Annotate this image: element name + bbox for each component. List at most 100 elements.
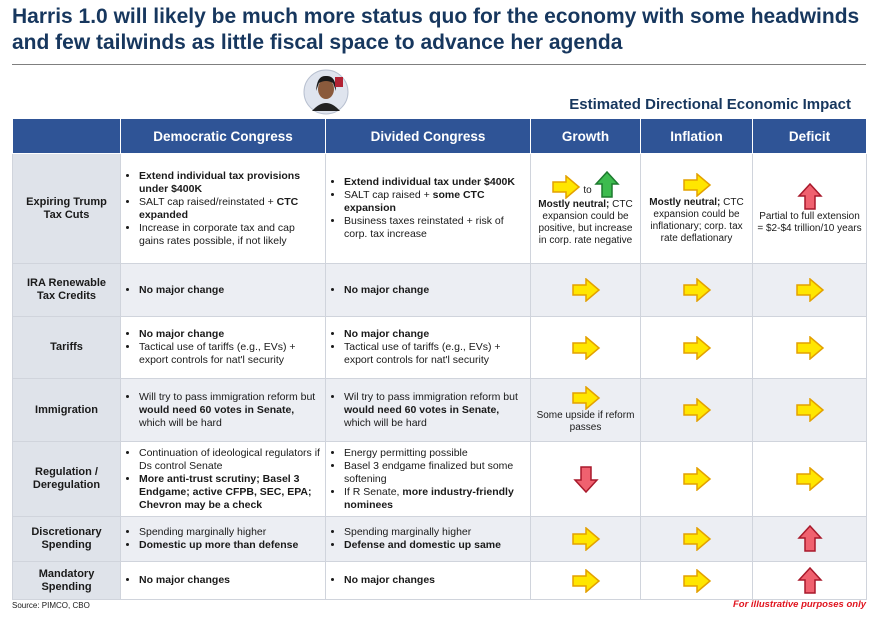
growth-cell: [530, 561, 641, 600]
arrow-shape: [682, 172, 711, 197]
arrow-shape: [682, 278, 711, 302]
deficit-cell: [752, 561, 867, 600]
arrow-shape: [682, 398, 711, 422]
bullet: If R Senate, more industry-friendly nomi…: [344, 486, 526, 512]
divided-cell: Extend individual tax under $400KSALT ca…: [325, 153, 531, 264]
bold-run: CTC expanded: [139, 195, 299, 221]
column-header: Growth: [530, 118, 641, 154]
inflation-cell: [640, 263, 753, 317]
arrow-group: [645, 398, 748, 422]
bullet-list: No major change: [330, 284, 526, 297]
bullet: More anti-trust scrutiny; Basel 3 Endgam…: [139, 473, 321, 512]
direction-arrow: [795, 398, 824, 422]
inflation-cell: [640, 441, 753, 517]
bullet-list: Spending marginally higherDomestic up mo…: [125, 526, 321, 552]
democratic-cell: No major changes: [120, 561, 326, 600]
direction-arrow: [572, 466, 599, 493]
bold-run: No major change: [139, 328, 225, 340]
arrow-shape: [571, 527, 600, 551]
bold-run: Domestic up more than defense: [139, 539, 299, 551]
bullet: No major change: [139, 284, 321, 297]
deficit-cell: [752, 441, 867, 517]
text-run: Wil try to pass immigration reform but: [344, 390, 518, 403]
divided-cell: Energy permitting possibleBasel 3 endgam…: [325, 441, 531, 517]
arrow-shape: [796, 182, 823, 210]
arrow-group: [535, 527, 636, 551]
growth-cell: Some upside if reform passes: [530, 378, 641, 442]
impact-note: Mostly neutral; CTC expansion could be p…: [535, 199, 636, 247]
direction-arrow: [796, 182, 823, 210]
direction-arrow: [795, 467, 824, 491]
text-run: Energy permitting possible: [344, 446, 468, 459]
subtitle: Estimated Directional Economic Impact: [569, 96, 851, 113]
bold-run: No major change: [344, 328, 430, 340]
bold-run: No major changes: [344, 574, 436, 586]
table-row: Mandatory Spending No major changes No maj…: [12, 561, 867, 600]
arrow-shape: [571, 335, 600, 360]
bullet: SALT cap raised/reinstated + CTC expande…: [139, 196, 321, 222]
direction-arrow: [682, 335, 711, 360]
text-run: Basel 3 endgame finalized but some softe…: [344, 459, 514, 485]
bullet-list: Will try to pass immigration reform but …: [125, 391, 321, 430]
direction-arrow: [682, 172, 711, 197]
arrow-group: [645, 335, 748, 360]
row-label: Regulation / Deregulation: [12, 441, 121, 517]
text-run: Increase in corporate tax and cap gains …: [139, 221, 295, 247]
direction-arrow: [571, 335, 600, 360]
text-run: Some upside if reform passes: [536, 410, 635, 433]
bullet: Defense and domestic up same: [344, 539, 526, 552]
bold-run: Extend individual tax under $400K: [344, 176, 515, 188]
bullet-list: No major changeTactical use of tariffs (…: [330, 328, 526, 367]
bullet: No major changes: [344, 574, 526, 587]
democratic-cell: Spending marginally higherDomestic up mo…: [120, 516, 326, 562]
arrow-group: [757, 335, 862, 360]
inflation-cell: [640, 378, 753, 442]
header-row: Democratic Congress Divided Congress Growt…: [12, 118, 867, 154]
text-run: Spending marginally higher: [344, 526, 472, 538]
direction-arrow: [682, 568, 711, 593]
bold-run: No major change: [344, 283, 430, 296]
bold-run: more industry-friendly nominees: [344, 485, 514, 511]
direction-arrow: [571, 568, 600, 593]
column-header: Democratic Congress: [120, 118, 326, 154]
table-row: IRA Renewable Tax Credits No major change…: [12, 263, 867, 317]
text-run: SALT cap raised/reinstated +: [139, 195, 277, 208]
direction-arrow: [682, 527, 711, 551]
table-row: Expiring Trump Tax Cuts Extend individual…: [12, 153, 867, 264]
direction-arrow: [571, 386, 600, 410]
growth-cell: [530, 316, 641, 379]
table-body: Expiring Trump Tax Cuts Extend individual…: [12, 153, 867, 600]
arrow-shape: [682, 568, 711, 593]
arrow-shape: [682, 467, 711, 491]
direction-arrow: [571, 527, 600, 551]
divided-cell: Spending marginally higherDefense and do…: [325, 516, 531, 562]
bullet: Will try to pass immigration reform but …: [139, 391, 321, 430]
bullet-list: Continuation of ideological regulators i…: [125, 447, 321, 512]
column-header: Divided Congress: [325, 118, 531, 154]
arrow-group: [757, 566, 862, 595]
arrow-shape: [552, 174, 581, 199]
arrow-shape: [796, 525, 823, 552]
arrow-group: [645, 172, 748, 197]
arrow-shape: [795, 398, 824, 422]
bullet: SALT cap raised + some CTC expansion: [344, 189, 526, 215]
direction-arrow: [795, 278, 824, 302]
column-header: Deficit: [752, 118, 867, 154]
bullet-list: Extend individual tax under $400KSALT ca…: [330, 176, 526, 241]
bullet: Continuation of ideological regulators i…: [139, 447, 321, 473]
text-run: CTC expansion could be inflationary; cor…: [650, 196, 744, 244]
democratic-cell: Extend individual tax provisions under $…: [120, 153, 326, 264]
direction-arrow: [593, 170, 620, 198]
table-row: TariffsNo major changeTactical use of ta…: [12, 316, 867, 379]
bullet-list: No major changes: [330, 574, 526, 587]
impact-note: Mostly neutral; CTC expansion could be i…: [645, 197, 748, 245]
text-run: which will be hard: [139, 416, 222, 429]
direction-arrow: [682, 398, 711, 422]
arrow-shape: [682, 335, 711, 360]
bullet: Domestic up more than defense: [139, 539, 321, 552]
democratic-cell: No major changeTactical use of tariffs (…: [120, 316, 326, 379]
bullet: Wil try to pass immigration reform but w…: [344, 391, 526, 430]
arrow-group: [757, 398, 862, 422]
arrow-shape: [572, 466, 599, 493]
bold-run: Mostly neutral;: [538, 198, 610, 210]
